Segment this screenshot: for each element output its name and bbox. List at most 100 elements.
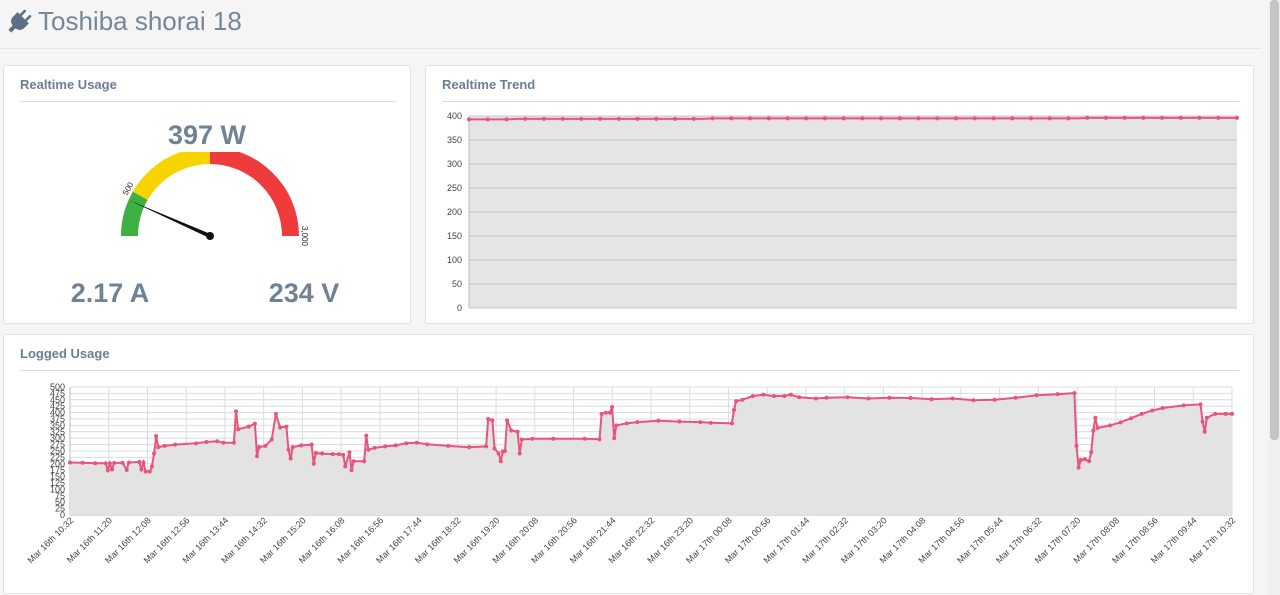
data-point xyxy=(972,116,977,121)
data-point xyxy=(414,440,419,445)
data-point xyxy=(221,440,226,445)
data-point xyxy=(541,116,546,121)
data-point xyxy=(603,410,608,415)
y-tick-label: 200 xyxy=(50,459,65,469)
data-point xyxy=(68,460,72,465)
data-point xyxy=(729,116,734,121)
data-point xyxy=(490,418,495,423)
data-point xyxy=(1235,115,1239,120)
y-tick-label: 100 xyxy=(50,484,65,494)
data-point xyxy=(1034,393,1039,398)
y-tick-label: 125 xyxy=(50,478,65,488)
data-point xyxy=(710,116,715,121)
data-point xyxy=(1055,392,1060,397)
data-point xyxy=(263,443,268,448)
power-readout: 397 W xyxy=(167,120,247,150)
data-point xyxy=(364,433,369,438)
data-point xyxy=(505,418,510,423)
data-point xyxy=(1160,405,1165,410)
data-point xyxy=(1082,457,1087,462)
data-point xyxy=(1118,420,1123,425)
data-point xyxy=(656,418,661,423)
data-point xyxy=(255,454,260,459)
logged-usage-chart: 0255075100125150175200225250275300325350… xyxy=(26,382,1238,565)
data-point xyxy=(599,411,604,416)
data-point xyxy=(747,116,752,121)
data-point xyxy=(1204,415,1209,420)
data-point xyxy=(246,424,251,429)
y-tick-label: 400 xyxy=(50,408,65,418)
data-point xyxy=(1216,115,1221,120)
data-point xyxy=(126,460,131,465)
data-point xyxy=(598,116,603,121)
current-readout: 2.17 A xyxy=(70,278,150,308)
data-point xyxy=(1129,416,1134,421)
data-point xyxy=(813,396,818,401)
data-point xyxy=(691,116,696,121)
scrollbar-thumb[interactable] xyxy=(1270,0,1279,440)
data-point xyxy=(425,442,430,447)
y-tick-label: 300 xyxy=(50,433,65,443)
data-point xyxy=(286,447,291,452)
page-header: Toshiba shorai 18 xyxy=(0,0,1262,49)
y-tick-label: 150 xyxy=(50,472,65,482)
y-tick-label: 100 xyxy=(447,255,462,265)
data-point xyxy=(610,404,615,409)
data-point xyxy=(1010,116,1015,121)
data-point xyxy=(1087,459,1092,464)
data-point xyxy=(624,421,629,426)
data-point xyxy=(804,116,809,121)
data-point xyxy=(93,461,98,466)
y-tick-label: 150 xyxy=(447,231,462,241)
data-point xyxy=(1213,411,1218,416)
data-point xyxy=(467,445,472,450)
realtime-trend-chart: 0 50 100 150 200 250 300 350 400 xyxy=(447,111,1239,313)
divider xyxy=(442,101,1239,102)
panel-title: Realtime Usage xyxy=(20,77,117,92)
data-point xyxy=(446,443,451,448)
y-tick-label: 175 xyxy=(50,465,65,475)
series-line xyxy=(469,116,1237,121)
y-tick-label: 250 xyxy=(50,446,65,456)
data-point xyxy=(343,464,348,469)
logged-usage-panel: Logged Usage 0 25 50 75 100 125 150 175 200 225 25… xyxy=(3,334,1254,594)
data-point xyxy=(519,437,524,442)
y-tick-label: 500 xyxy=(50,382,65,392)
data-point xyxy=(273,411,278,416)
y-tick-label: 0 xyxy=(457,303,462,313)
data-point xyxy=(1089,450,1094,455)
data-point xyxy=(269,437,274,442)
data-point xyxy=(551,436,556,441)
data-point xyxy=(1178,115,1183,120)
data-point xyxy=(560,116,565,121)
data-point xyxy=(110,467,115,472)
y-tick-label: 200 xyxy=(447,207,462,217)
data-point xyxy=(1095,425,1100,430)
data-point xyxy=(485,117,490,122)
data-point xyxy=(1103,115,1108,120)
y-tick-label: 75 xyxy=(55,491,65,501)
data-point xyxy=(766,116,771,121)
data-point xyxy=(1093,415,1098,420)
data-point xyxy=(1013,395,1018,400)
data-point xyxy=(897,116,902,121)
data-point xyxy=(80,460,85,465)
y-tick-label: 0 xyxy=(60,510,65,520)
data-point xyxy=(1085,115,1090,120)
data-point xyxy=(351,459,356,464)
y-tick-label: 50 xyxy=(452,279,462,289)
data-point xyxy=(103,461,108,466)
data-point xyxy=(771,393,776,398)
data-point xyxy=(486,417,491,421)
data-point xyxy=(750,393,755,398)
divider xyxy=(20,101,396,102)
data-point xyxy=(204,440,209,445)
data-point xyxy=(1150,408,1155,413)
data-point xyxy=(330,452,335,457)
data-point xyxy=(1139,411,1144,416)
y-tick-label: 225 xyxy=(50,452,65,462)
data-point xyxy=(1223,411,1228,416)
data-point xyxy=(845,395,850,400)
y-tick-label: 350 xyxy=(447,135,462,145)
data-point xyxy=(467,117,471,122)
